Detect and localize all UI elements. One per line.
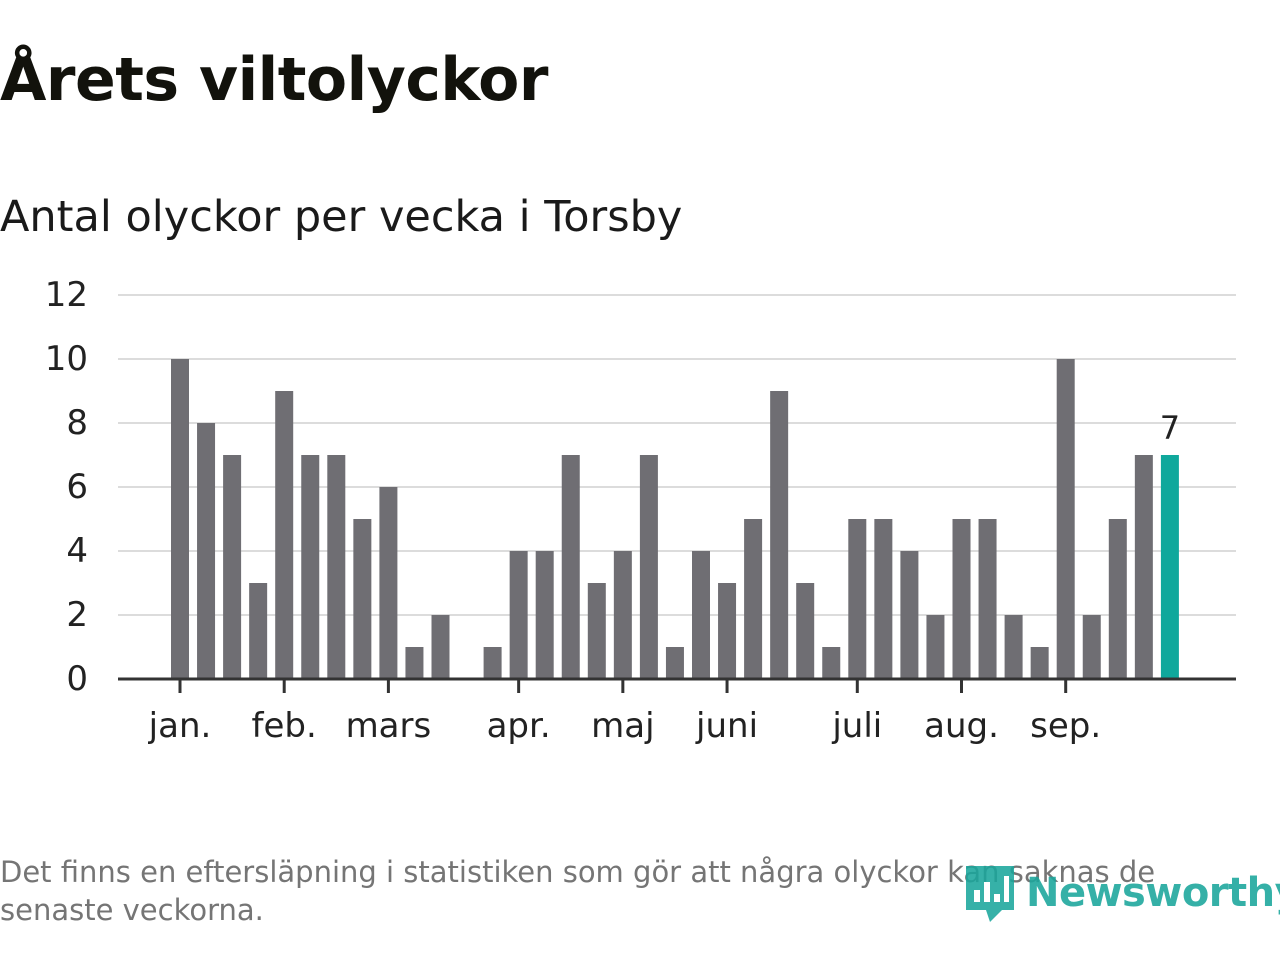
bar xyxy=(639,455,658,679)
bar xyxy=(874,519,893,679)
x-tick-label: feb. xyxy=(252,706,317,746)
bar xyxy=(613,551,632,679)
bar xyxy=(952,519,971,679)
bar xyxy=(1004,615,1023,679)
bar xyxy=(1030,647,1049,679)
bar xyxy=(223,455,242,679)
y-tick-label: 2 xyxy=(66,595,88,635)
bar xyxy=(535,551,554,679)
y-tick-label: 0 xyxy=(66,659,88,699)
x-tick-label: apr. xyxy=(487,706,551,746)
x-tick-label: mars xyxy=(346,706,432,746)
x-tick-label: maj xyxy=(591,706,654,746)
bar xyxy=(770,391,789,679)
x-tick-label: sep. xyxy=(1030,706,1101,746)
y-tick-label: 4 xyxy=(66,531,88,571)
bar xyxy=(431,615,450,679)
bar xyxy=(197,423,216,679)
bar xyxy=(744,519,763,679)
y-tick-label: 8 xyxy=(66,403,88,443)
bar xyxy=(665,647,684,679)
y-tick-label: 12 xyxy=(45,275,88,315)
bar xyxy=(718,583,737,679)
bar xyxy=(379,487,398,679)
bar xyxy=(327,455,346,679)
bar xyxy=(848,519,867,679)
bar xyxy=(405,647,424,679)
bar xyxy=(301,455,320,679)
bar xyxy=(1082,615,1101,679)
highlight-data-label: 7 xyxy=(1160,409,1180,447)
bar xyxy=(796,583,815,679)
bar xyxy=(978,519,997,679)
x-axis: jan. feb. mars apr. maj juni juli aug. sep. xyxy=(118,677,1236,746)
y-tick-label: 6 xyxy=(66,467,88,507)
footnote: Det finns en eftersläpning i statistiken… xyxy=(0,855,1156,927)
x-tick-label: aug. xyxy=(924,706,999,746)
bar xyxy=(900,551,919,679)
bar xyxy=(587,583,606,679)
bar-chart: 0 2 4 6 8 10 12 7 jan. feb. mars apr. maj juni juli a… xyxy=(45,275,1236,746)
bar xyxy=(1108,519,1127,679)
bar xyxy=(1056,359,1075,679)
bar xyxy=(275,391,294,679)
x-tick-label: jan. xyxy=(148,706,212,746)
brand-name: Newsworthy xyxy=(1026,870,1280,916)
bar xyxy=(171,359,189,679)
bar xyxy=(509,551,528,679)
x-tick-label: juli xyxy=(831,706,882,746)
chart-title: Årets viltolyckor xyxy=(0,45,549,115)
newsworthy-logo-icon xyxy=(966,866,1014,922)
bar-highlight xyxy=(1160,455,1179,679)
y-tick-label: 10 xyxy=(45,339,88,379)
bar xyxy=(353,519,372,679)
x-tick-label: juni xyxy=(695,706,758,746)
bar xyxy=(1134,455,1153,679)
bar xyxy=(692,551,710,679)
bar xyxy=(926,615,945,679)
chart-subtitle: Antal olyckor per vecka i Torsby xyxy=(0,192,683,242)
bar xyxy=(249,583,268,679)
bar xyxy=(561,455,580,679)
bar-layer: 7 xyxy=(171,359,1180,679)
brand-logo: Newsworthy xyxy=(962,860,1280,926)
bar xyxy=(822,647,841,679)
bar xyxy=(483,647,502,679)
